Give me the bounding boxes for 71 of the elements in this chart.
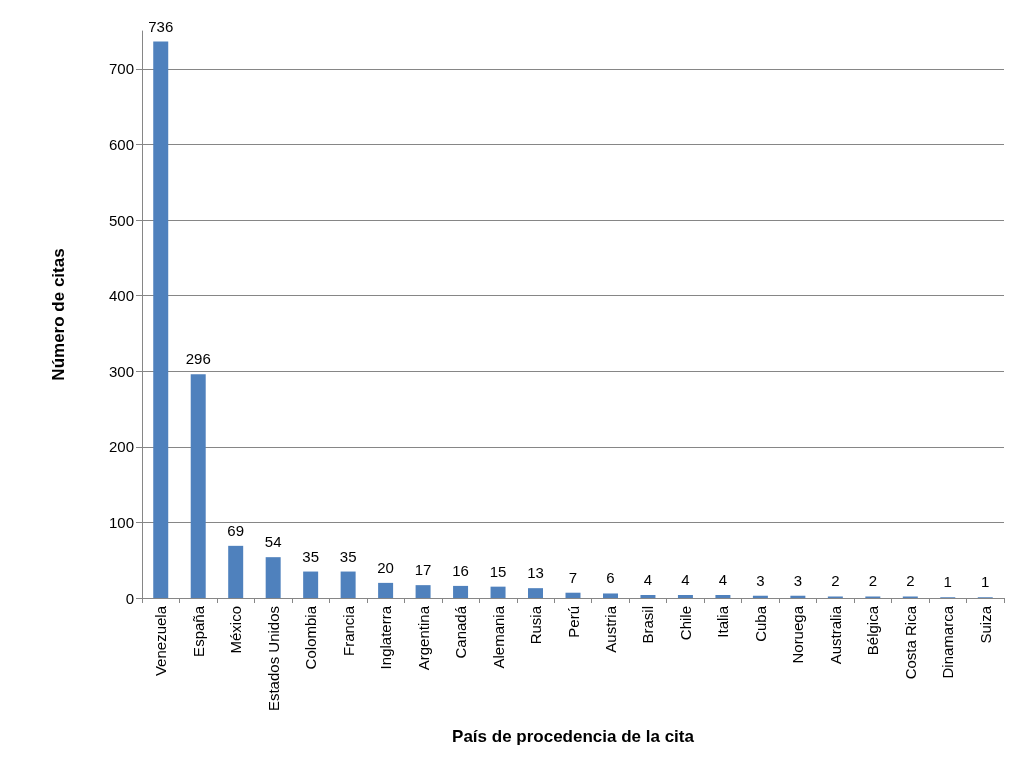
x-tick-label: México bbox=[227, 606, 245, 654]
data-label: 7 bbox=[568, 568, 578, 586]
x-tick-label: Chile bbox=[676, 606, 694, 641]
x-tick-label: Noruega bbox=[789, 605, 807, 664]
bar bbox=[190, 374, 206, 598]
data-label: 1 bbox=[981, 573, 990, 591]
y-axis-title: Número de citas bbox=[49, 248, 68, 381]
x-tick-label: Australia bbox=[826, 605, 844, 665]
data-label: 3 bbox=[793, 571, 803, 589]
data-label: 15 bbox=[489, 562, 507, 580]
data-label: 2 bbox=[831, 572, 840, 590]
bar bbox=[490, 586, 506, 598]
data-label: 2 bbox=[906, 572, 915, 590]
x-tick-label: España bbox=[189, 605, 207, 657]
x-tick-label: Argentina bbox=[414, 605, 432, 671]
data-label: 13 bbox=[527, 564, 544, 582]
x-tick-label: Alemania bbox=[489, 605, 507, 669]
x-tick-label: Estados Unidos bbox=[264, 606, 282, 712]
bar bbox=[453, 585, 469, 598]
x-tick-label: Canadá bbox=[452, 605, 470, 659]
data-label: 296 bbox=[185, 350, 211, 368]
y-tick-label: 600 bbox=[108, 135, 134, 153]
data-label: 1 bbox=[943, 573, 952, 591]
x-tick-label: Venezuela bbox=[152, 605, 170, 677]
y-tick-label: 200 bbox=[108, 438, 134, 456]
bar bbox=[602, 593, 618, 598]
x-tick-label: Brasil bbox=[639, 606, 657, 644]
data-label: 16 bbox=[452, 561, 469, 579]
y-tick-label: 100 bbox=[108, 513, 134, 531]
x-tick-label: Austria bbox=[601, 605, 619, 653]
data-label: 736 bbox=[148, 17, 174, 35]
data-label: 17 bbox=[414, 561, 432, 579]
data-label: 2 bbox=[868, 572, 877, 590]
data-label: 4 bbox=[718, 570, 728, 588]
y-tick-label: 300 bbox=[108, 362, 134, 380]
x-axis-title: País de procedencia de la cita bbox=[452, 727, 695, 746]
bar bbox=[265, 557, 281, 598]
x-tick-label: Colombia bbox=[302, 605, 320, 670]
y-tick-label: 700 bbox=[108, 60, 134, 78]
bar bbox=[153, 41, 169, 598]
data-label: 35 bbox=[302, 547, 319, 565]
x-tick-label: Suiza bbox=[976, 605, 994, 644]
data-label: 4 bbox=[681, 570, 690, 588]
data-label: 6 bbox=[606, 569, 615, 587]
bar bbox=[303, 571, 319, 598]
data-label: 20 bbox=[377, 558, 394, 576]
x-tick-label: Dinamarca bbox=[939, 605, 957, 679]
bar bbox=[528, 588, 544, 598]
x-tick-label: Italia bbox=[714, 605, 732, 638]
x-tick-label: Bélgica bbox=[864, 605, 882, 656]
bar bbox=[715, 594, 731, 598]
data-label: 54 bbox=[264, 533, 282, 551]
y-tick-label: 400 bbox=[108, 287, 134, 305]
x-tick-label: Francia bbox=[339, 605, 357, 657]
y-tick-label: 0 bbox=[125, 589, 134, 607]
x-tick-label: Cuba bbox=[751, 605, 769, 642]
bar bbox=[677, 594, 693, 598]
x-tick-label: Rusia bbox=[527, 605, 545, 645]
bar bbox=[640, 594, 656, 598]
y-tick-label: 500 bbox=[108, 211, 134, 229]
bar bbox=[340, 571, 356, 598]
x-tick-label: Inglaterra bbox=[377, 605, 395, 670]
bar bbox=[378, 582, 394, 598]
data-label: 69 bbox=[227, 521, 245, 539]
x-tick-label: Costa Rica bbox=[901, 605, 919, 680]
data-label: 35 bbox=[339, 547, 357, 565]
x-tick-label: Perú bbox=[564, 606, 582, 638]
data-label: 4 bbox=[643, 570, 653, 588]
bar bbox=[415, 585, 431, 598]
data-label: 3 bbox=[756, 571, 765, 589]
bar bbox=[228, 545, 244, 598]
